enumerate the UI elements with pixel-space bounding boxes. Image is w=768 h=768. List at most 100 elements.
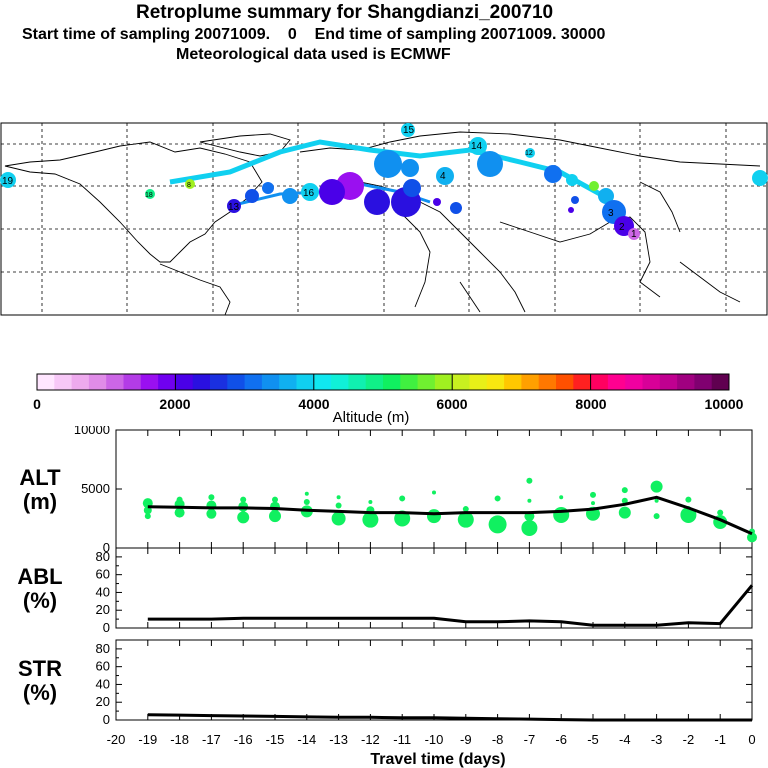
str-ytick-label: 80	[96, 641, 110, 656]
colorbar-cell	[54, 374, 72, 390]
x-tick-label: -1	[714, 732, 726, 747]
colorbar-cell	[261, 374, 280, 390]
map-label-3: 3	[608, 208, 614, 219]
alt-ylabel-line: ALT	[19, 465, 61, 490]
abl-ylabel-line: (%)	[23, 588, 57, 613]
colorbar-cell	[123, 374, 142, 390]
alt-median-line	[147, 495, 753, 536]
colorbar-cells	[37, 374, 730, 390]
colorbar-ticks: 0 2000 4000 6000 8000 10000	[33, 396, 744, 412]
alt-scatter-point	[526, 477, 533, 484]
colorbar-cell	[37, 374, 55, 390]
map-marker-r	[752, 170, 768, 186]
alt-scatter-point	[432, 490, 436, 495]
colorbar-cell	[158, 374, 176, 390]
abl-ytick-label: 20	[96, 602, 110, 617]
x-tick-label: -13	[329, 732, 348, 747]
abl-ytick-label: 80	[96, 549, 110, 564]
alt-scatter-point	[303, 498, 310, 505]
map-marker-o	[282, 188, 298, 204]
alt-scatter-point	[272, 496, 278, 503]
map-marker-18	[145, 189, 155, 199]
alt-scatter-point	[462, 506, 469, 513]
str-ylabel-line: (%)	[23, 680, 57, 705]
abl-ytick-label: 60	[96, 567, 110, 582]
alt-scatter-point	[174, 507, 185, 518]
x-tick-label: 0	[748, 732, 755, 747]
alt-scatter-point	[621, 497, 628, 504]
colorbar-cell	[642, 374, 661, 390]
map-marker-d	[544, 165, 562, 183]
alt-scatter-point	[591, 501, 595, 506]
alt-scatter-point	[488, 515, 507, 534]
str-panel: 0 20 40 60 80 STR(%)	[18, 639, 753, 727]
alt-scatter-point	[206, 508, 217, 519]
abl-panel-frame	[115, 547, 753, 629]
colorbar-tick-0: 0	[33, 396, 41, 412]
colorbar-cell	[313, 374, 332, 390]
colorbar-cell	[625, 374, 643, 390]
map-label-19: 19	[2, 176, 14, 187]
colorbar-cell	[296, 374, 315, 390]
alt-scatter-point	[521, 519, 538, 536]
abl-ylabel: ABL(%)	[17, 564, 62, 613]
colorbar-tick-4000: 4000	[298, 396, 329, 412]
map-marker-labels: 15 14 12 4 3 2 1 19 18 16 13 8	[2, 125, 637, 240]
x-tick-label: -16	[234, 732, 253, 747]
alt-scatter-point	[399, 495, 406, 502]
colorbar-cell	[175, 374, 194, 390]
map-marker-c	[477, 151, 503, 177]
str-ytick-label: 0	[103, 712, 110, 727]
x-tick-label: -18	[170, 732, 189, 747]
map-label-7: 4	[440, 171, 446, 182]
retroplume-map: 15 14 12 4 3 2 1 19 18 16 13 8	[0, 122, 768, 316]
map-marker-q	[245, 189, 259, 203]
map-marker-s	[571, 196, 579, 204]
str-panel-frame	[115, 639, 753, 721]
x-tick-label: -15	[266, 732, 285, 747]
alt-scatter-point	[427, 509, 441, 524]
x-tick-label: -4	[619, 732, 631, 747]
alt-scatter-point	[335, 502, 342, 509]
colorbar-cell	[71, 374, 90, 390]
colorbar-cell	[469, 374, 488, 390]
map-marker-13	[227, 199, 241, 213]
map-label-8: 8	[187, 182, 191, 189]
map-marker-b	[401, 159, 419, 177]
alt-panel-frame	[115, 429, 753, 549]
colorbar-tick-2000: 2000	[159, 396, 190, 412]
alt-ytick-label: 5000	[81, 481, 110, 496]
colorbar-cell	[607, 374, 626, 390]
map-label-18: 18	[145, 192, 153, 199]
str-ytick-label: 20	[96, 694, 110, 709]
x-tick-label: -6	[555, 732, 567, 747]
plume-markers	[0, 123, 768, 240]
x-tick-label: -14	[297, 732, 316, 747]
map-label-14: 14	[471, 141, 483, 152]
alt-scatter-point	[553, 506, 570, 523]
alt-scatter-point	[304, 491, 309, 496]
alt-panel: 0 5000 10000 ALT(m)	[19, 426, 757, 555]
str-ytick-label: 60	[96, 659, 110, 674]
colorbar-tick-6000: 6000	[436, 396, 467, 412]
colorbar-cell	[348, 374, 367, 390]
alt-scatter-point	[144, 513, 151, 520]
alt-xtick-marks	[115, 430, 753, 548]
alt-scatter-point	[362, 511, 379, 528]
map-marker-16	[301, 183, 319, 201]
colorbar-cell	[192, 374, 211, 390]
map-label-1: 1	[631, 229, 637, 240]
x-tick-label: -12	[361, 732, 380, 747]
x-tick-label: -3	[651, 732, 663, 747]
abl-line	[147, 584, 754, 627]
alt-ytick-label: 10000	[74, 426, 110, 437]
colorbar-cell	[556, 374, 574, 390]
colorbar-cell	[331, 374, 349, 390]
alt-scatter-point	[176, 496, 183, 503]
alt-scatter-point	[653, 513, 660, 520]
x-tick-label: -9	[460, 732, 472, 747]
map-marker-t	[568, 207, 574, 213]
abl-yticks: 0 20 40 60 80	[96, 549, 752, 635]
str-ylabel-line: STR	[18, 656, 62, 681]
colorbar-cell	[400, 374, 418, 390]
